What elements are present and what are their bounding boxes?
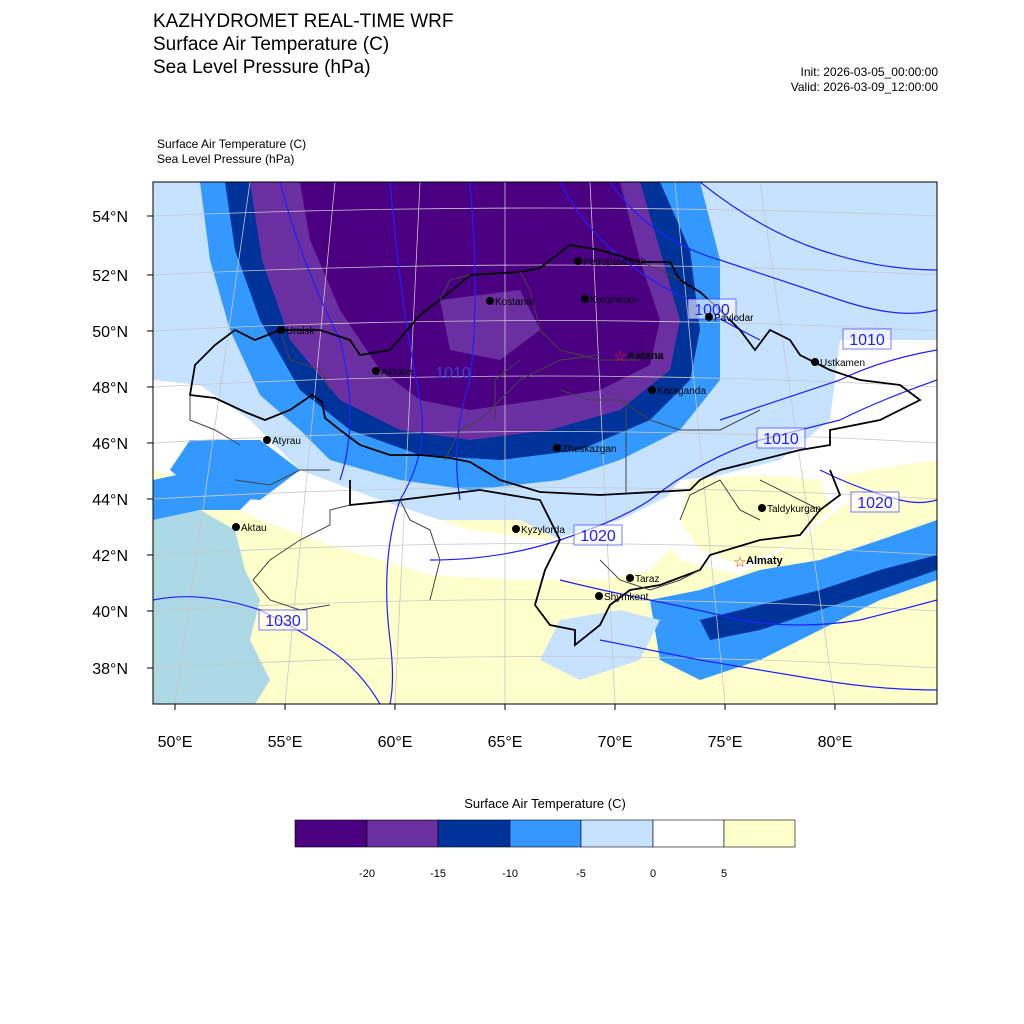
capital-star-icon: ☆ — [733, 553, 746, 571]
country-border-south — [349, 469, 842, 647]
title-line-1: KAZHYDROMET REAL-TIME WRF — [153, 11, 454, 32]
city-label: Shymkent — [604, 592, 649, 603]
city-label: Pavlodar — [714, 313, 754, 324]
lat-label: 42°N — [92, 548, 128, 565]
legend-swatch — [580, 819, 654, 848]
legend-swatch — [366, 819, 439, 848]
legend-swatch — [723, 819, 796, 848]
city-marker — [553, 444, 561, 452]
city-label: Taraz — [635, 574, 659, 585]
city-marker — [232, 523, 240, 531]
isobar-label-box — [842, 328, 892, 350]
lon-label: 65°E — [488, 734, 523, 751]
lon-label: 60°E — [378, 734, 413, 751]
lat-label: 44°N — [92, 492, 128, 509]
city-marker — [626, 574, 634, 582]
isobar-label: 1020 — [857, 495, 893, 512]
city-marker — [512, 525, 520, 533]
capital-star-icon: ☆ — [613, 347, 626, 365]
city-label: Almaty — [746, 555, 784, 567]
city-label: Aktau — [241, 523, 267, 534]
city-label: Kostanai — [495, 297, 534, 308]
lat-label: 38°N — [92, 661, 128, 678]
init-time: Init: 2026-03-05_00:00:00 — [800, 65, 938, 79]
city-marker — [648, 386, 656, 394]
isobar-label: 1030 — [265, 613, 301, 630]
subheader-temperature: Surface Air Temperature (C) — [157, 137, 307, 151]
isobar-label-group: 1000 1010 1010 1020 1020 1030 1010 — [258, 298, 900, 631]
legend-tick: -10 — [502, 868, 518, 880]
legend-swatch — [294, 819, 368, 848]
isobar-label-box — [756, 427, 806, 449]
city-label: Karaganda — [657, 386, 706, 397]
lat-label: 46°N — [92, 436, 128, 453]
isobar-label: 1010 — [435, 365, 471, 382]
legend-tick: 0 — [650, 868, 656, 880]
mountain-cold-patch-3 — [540, 610, 660, 680]
city-label: Kokshetau — [590, 295, 637, 306]
city-label: Atyrau — [272, 436, 301, 447]
legend-bar: -20 -15 -10 -5 0 5 — [294, 819, 796, 880]
lon-label: 55°E — [268, 734, 303, 751]
city-label: Astana — [627, 350, 665, 362]
longitude-axis: 50°E 55°E 60°E 65°E 70°E 75°E 80°E — [158, 704, 853, 751]
title-line-2: Surface Air Temperature (C) — [153, 34, 390, 55]
isobar-label: 1020 — [580, 528, 616, 545]
lat-label: 52°N — [92, 268, 128, 285]
city-marker — [574, 257, 582, 265]
valid-time: Valid: 2026-03-09_12:00:00 — [790, 80, 938, 94]
city-marker — [758, 504, 766, 512]
city-marker — [277, 326, 285, 334]
title-line-3: Sea Level Pressure (hPa) — [153, 57, 371, 78]
city-marker — [581, 295, 589, 303]
city-marker — [486, 297, 494, 305]
temp-field-near-zero — [153, 340, 937, 580]
legend-tick: -5 — [576, 868, 586, 880]
isobars — [153, 182, 937, 704]
temp-field-yellow-almaty — [680, 475, 830, 565]
city-label: Petropavlovsk — [583, 257, 647, 268]
city-marker — [595, 592, 603, 600]
city-label: Ustkamen — [820, 358, 865, 369]
isobar-label: 1000 — [694, 302, 730, 319]
isobar-label-box — [573, 524, 623, 546]
city-label: Zheskazgan — [562, 444, 616, 455]
regional-borders — [189, 261, 821, 611]
isobar-label-box — [258, 609, 308, 631]
isobar-label: 1010 — [763, 431, 799, 448]
legend-tick: -15 — [430, 868, 446, 880]
city-markers: Petropavlovsk Kokshetau Kostanai Pavloda… — [232, 257, 865, 603]
lat-label: 50°N — [92, 324, 128, 341]
city-label: Uralsk — [286, 326, 315, 337]
city-marker — [705, 313, 713, 321]
lat-label: 54°N — [92, 209, 128, 226]
legend-tick: 5 — [721, 868, 727, 880]
isobar-label: 1010 — [849, 332, 885, 349]
city-marker — [372, 367, 380, 375]
legend-tick: -20 — [359, 868, 375, 880]
lon-label: 70°E — [598, 734, 633, 751]
city-marker — [811, 358, 819, 366]
country-border-kazakhstan — [188, 244, 922, 496]
legend-swatch — [509, 819, 582, 848]
lat-label: 40°N — [92, 604, 128, 621]
city-marker — [263, 436, 271, 444]
lon-label: 50°E — [158, 734, 193, 751]
mountain-cold-patch-2 — [700, 555, 937, 640]
legend-title: Surface Air Temperature (C) — [464, 796, 626, 811]
lon-label: 75°E — [708, 734, 743, 751]
lat-label: 48°N — [92, 380, 128, 397]
city-label: Kyzylorda — [521, 525, 565, 536]
city-label: Aktobe — [381, 367, 413, 378]
isobar-label-box — [850, 491, 900, 513]
latitude-axis: 54°N 52°N 50°N 48°N 46°N 44°N 42°N 40°N … — [92, 209, 153, 678]
caspian-north — [153, 470, 260, 520]
temp-field-minus-15-inner — [440, 290, 540, 360]
legend-swatch — [437, 819, 511, 848]
city-label: Taldykurgan — [767, 504, 821, 515]
lon-label: 80°E — [818, 734, 853, 751]
legend-swatch — [652, 819, 725, 848]
subheader-pressure: Sea Level Pressure (hPa) — [157, 152, 295, 166]
